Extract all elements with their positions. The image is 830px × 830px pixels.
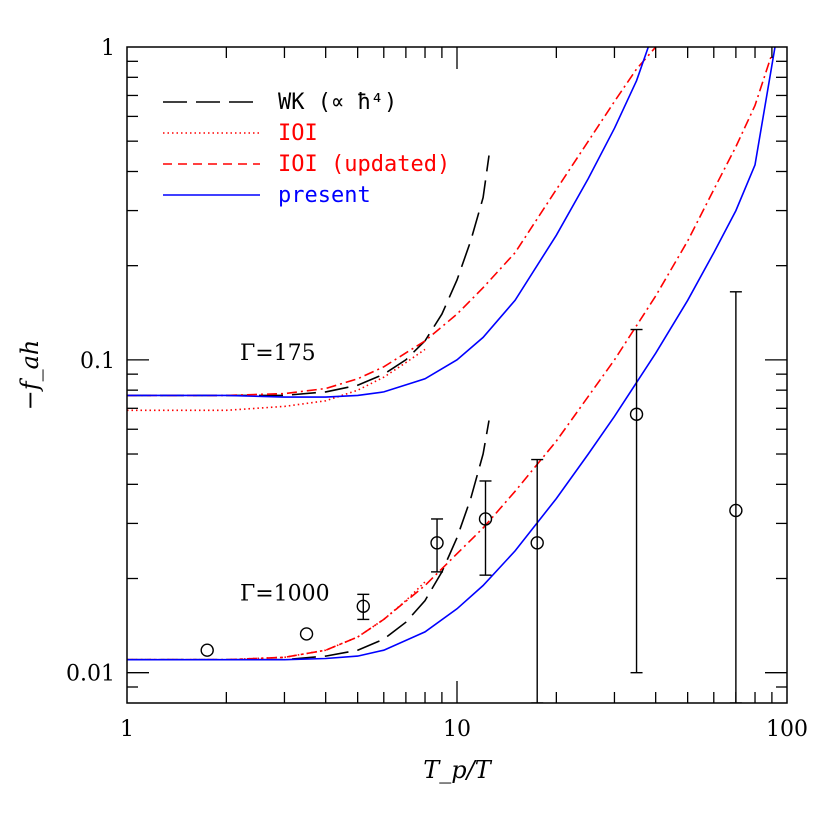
data-point (299, 627, 314, 641)
series-line (127, 47, 776, 661)
data-point (430, 536, 444, 550)
data-point (356, 599, 370, 614)
series-line (127, 47, 650, 398)
legend-label: IOI (278, 121, 318, 146)
data-point (478, 512, 493, 526)
data-point (629, 407, 644, 421)
y-tick-label: 0.1 (80, 349, 115, 374)
x-tick-label: 100 (766, 717, 808, 742)
plot-frame (126, 46, 788, 704)
group-annotation: Γ=175 (240, 341, 316, 366)
curves-layer (127, 47, 776, 661)
y-tick-label: 1 (101, 36, 115, 61)
tick-labels-layer: 1 10 100 0.01 0.1 1 (66, 36, 808, 742)
group-annotation: Γ=1000 (240, 582, 330, 607)
data-points-layer (200, 291, 743, 703)
legend: WK (∝ ħ⁴) IOI IOI (updated) present (163, 90, 450, 208)
ticks-layer (127, 47, 787, 703)
x-tick-label: 10 (443, 717, 471, 742)
annotations-layer: Γ=175 Γ=1000 (240, 341, 330, 607)
series-line (127, 47, 657, 397)
legend-label: IOI (updated) (278, 152, 450, 177)
legend-label: WK (∝ ħ⁴) (278, 90, 397, 115)
y-axis-label: −f_ah (16, 340, 44, 411)
legend-label: present (278, 183, 371, 208)
data-point (530, 536, 544, 550)
series-line (127, 53, 773, 661)
x-axis-label: T_p/T (423, 756, 492, 784)
data-point (200, 643, 214, 657)
y-tick-label: 0.01 (66, 662, 115, 687)
series-line (127, 420, 490, 661)
series-line (127, 155, 490, 397)
x-tick-label: 1 (120, 717, 134, 742)
data-point (729, 503, 743, 518)
